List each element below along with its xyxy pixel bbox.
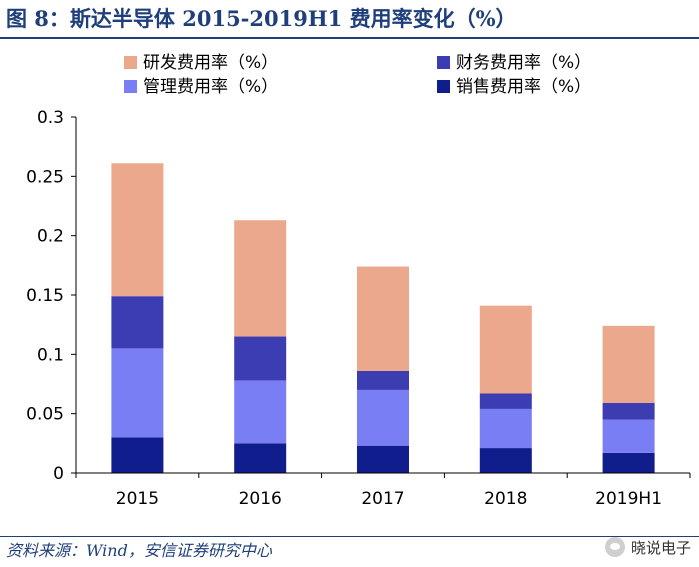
bar-segment [234, 336, 287, 381]
bar-segment [602, 452, 655, 473]
legend-swatch [124, 80, 137, 93]
bar-segment [234, 220, 287, 337]
bar-segment [602, 325, 655, 403]
legend-label: 研发费用率（%） [143, 53, 278, 73]
y-tick-label: 0.3 [37, 108, 64, 128]
bar-segment [111, 163, 164, 297]
x-axis: 2015 2016 2017 2018 2019H1 [75, 472, 691, 509]
x-tick-label: 2016 [239, 489, 282, 509]
y-tick-label: 0.15 [26, 286, 64, 306]
bar-segment [234, 380, 287, 444]
legend-label: 销售费用率（%） [456, 77, 591, 97]
bar-segment [357, 370, 409, 390]
legend-swatch [437, 56, 450, 69]
legend-label: 管理费用率（%） [143, 77, 278, 97]
bar-segment [111, 437, 164, 473]
bar-segment [357, 389, 409, 446]
y-tick-label: 0.25 [26, 167, 64, 187]
legend-swatch [437, 80, 450, 93]
x-tick-label: 2015 [116, 489, 159, 509]
y-tick-label: 0.05 [26, 405, 64, 425]
bar-segment [234, 443, 287, 473]
stacked-bar-chart: 研发费用率（%） 财务费用率（%） 管理费用率（%） 销售费用率（%） 0 0.05 0.… [26, 53, 691, 509]
y-axis: 0 0.05 0.1 0.15 0.2 0.25 0.3 [26, 108, 77, 484]
y-tick-label: 0.2 [37, 227, 64, 247]
bar-segment [111, 348, 164, 438]
y-tick-label: 0 [53, 464, 64, 484]
bar-segment [357, 445, 409, 473]
legend-swatch [124, 56, 137, 69]
source-note: 资料来源：Wind，安信证券研究中心 [6, 541, 272, 560]
legend: 研发费用率（%） 财务费用率（%） 管理费用率（%） 销售费用率（%） [124, 53, 591, 97]
title-rule [0, 37, 699, 39]
bar-segment [602, 402, 655, 420]
bar-segment [479, 448, 532, 473]
bar-segment [479, 408, 532, 449]
bar-segment [357, 266, 409, 371]
bar-segment [479, 393, 532, 409]
bar-segment [602, 419, 655, 453]
bar-segment [111, 296, 164, 349]
x-tick-label: 2018 [484, 489, 527, 509]
legend-label: 财务费用率（%） [456, 53, 591, 73]
figure-title: 图 8：斯达半导体 2015-2019H1 费用率变化（%） [6, 6, 517, 31]
bars [111, 163, 655, 473]
x-tick-label: 2017 [361, 489, 404, 509]
source-rule [0, 536, 699, 537]
x-tick-label: 2019H1 [595, 489, 662, 509]
y-tick-label: 0.1 [37, 345, 64, 365]
bar-segment [479, 305, 532, 394]
watermark-text: 晓说电子 [630, 538, 691, 557]
wechat-icon [604, 537, 625, 557]
watermark: 晓说电子 [604, 534, 691, 560]
